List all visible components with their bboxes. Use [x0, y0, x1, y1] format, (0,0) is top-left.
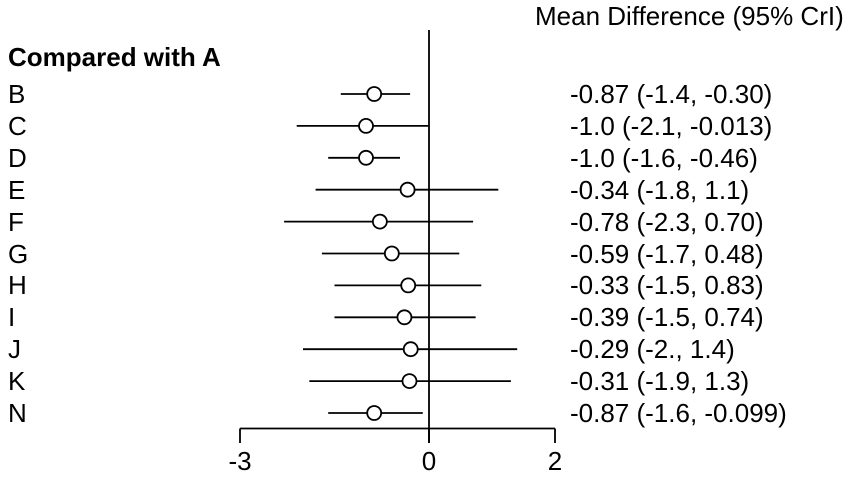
mean-marker-B — [366, 86, 383, 102]
row-label-B: B — [8, 79, 26, 109]
row-estimate-F: -0.78 (-2.3, 0.70) — [570, 206, 764, 237]
mean-marker-D — [358, 149, 374, 166]
mean-marker-H — [400, 277, 417, 294]
mean-marker-N — [366, 405, 383, 421]
mean-marker-G — [383, 245, 400, 262]
row-estimate-K: -0.31 (-1.9, 1.3) — [570, 366, 750, 397]
row-label-G: G — [8, 238, 29, 269]
plot-title: Mean Difference (95% CrI) — [535, 1, 844, 31]
row-label-H: H — [8, 270, 27, 301]
row-estimate-I: -0.39 (-1.5, 0.74) — [570, 302, 764, 333]
row-label-N: N — [8, 398, 27, 428]
row-label-I: I — [8, 302, 16, 333]
row-label-F: F — [8, 206, 24, 237]
axis-tick-label-2: 2 — [547, 446, 563, 476]
row-estimate-D: -1.0 (-1.6, -0.46) — [570, 142, 758, 173]
mean-marker-E — [399, 181, 416, 198]
row-estimate-J: -0.29 (-2., 1.4) — [570, 334, 735, 365]
mean-marker-I — [396, 309, 413, 326]
row-estimate-C: -1.0 (-2.1, -0.013) — [570, 110, 773, 141]
row-label-E: E — [8, 174, 26, 205]
row-estimate-H: -0.33 (-1.5, 0.83) — [570, 270, 764, 301]
comparator-heading: Compared with A — [8, 42, 221, 72]
row-estimate-E: -0.34 (-1.8, 1.1) — [570, 174, 750, 205]
axis-tick-label--3: -3 — [228, 446, 252, 476]
axis-tick-label-0: 0 — [421, 446, 437, 476]
mean-marker-K — [401, 373, 418, 390]
row-label-K: K — [8, 366, 26, 397]
row-estimate-G: -0.59 (-1.7, 0.48) — [570, 238, 764, 269]
row-label-J: J — [8, 334, 21, 365]
mean-marker-C — [358, 118, 374, 134]
row-label-D: D — [8, 142, 27, 173]
mean-marker-J — [402, 341, 419, 358]
row-label-C: C — [8, 110, 27, 141]
mean-marker-F — [371, 213, 388, 230]
row-estimate-B: -0.87 (-1.4, -0.30) — [570, 79, 773, 109]
row-estimate-N: -0.87 (-1.6, -0.099) — [570, 398, 787, 428]
